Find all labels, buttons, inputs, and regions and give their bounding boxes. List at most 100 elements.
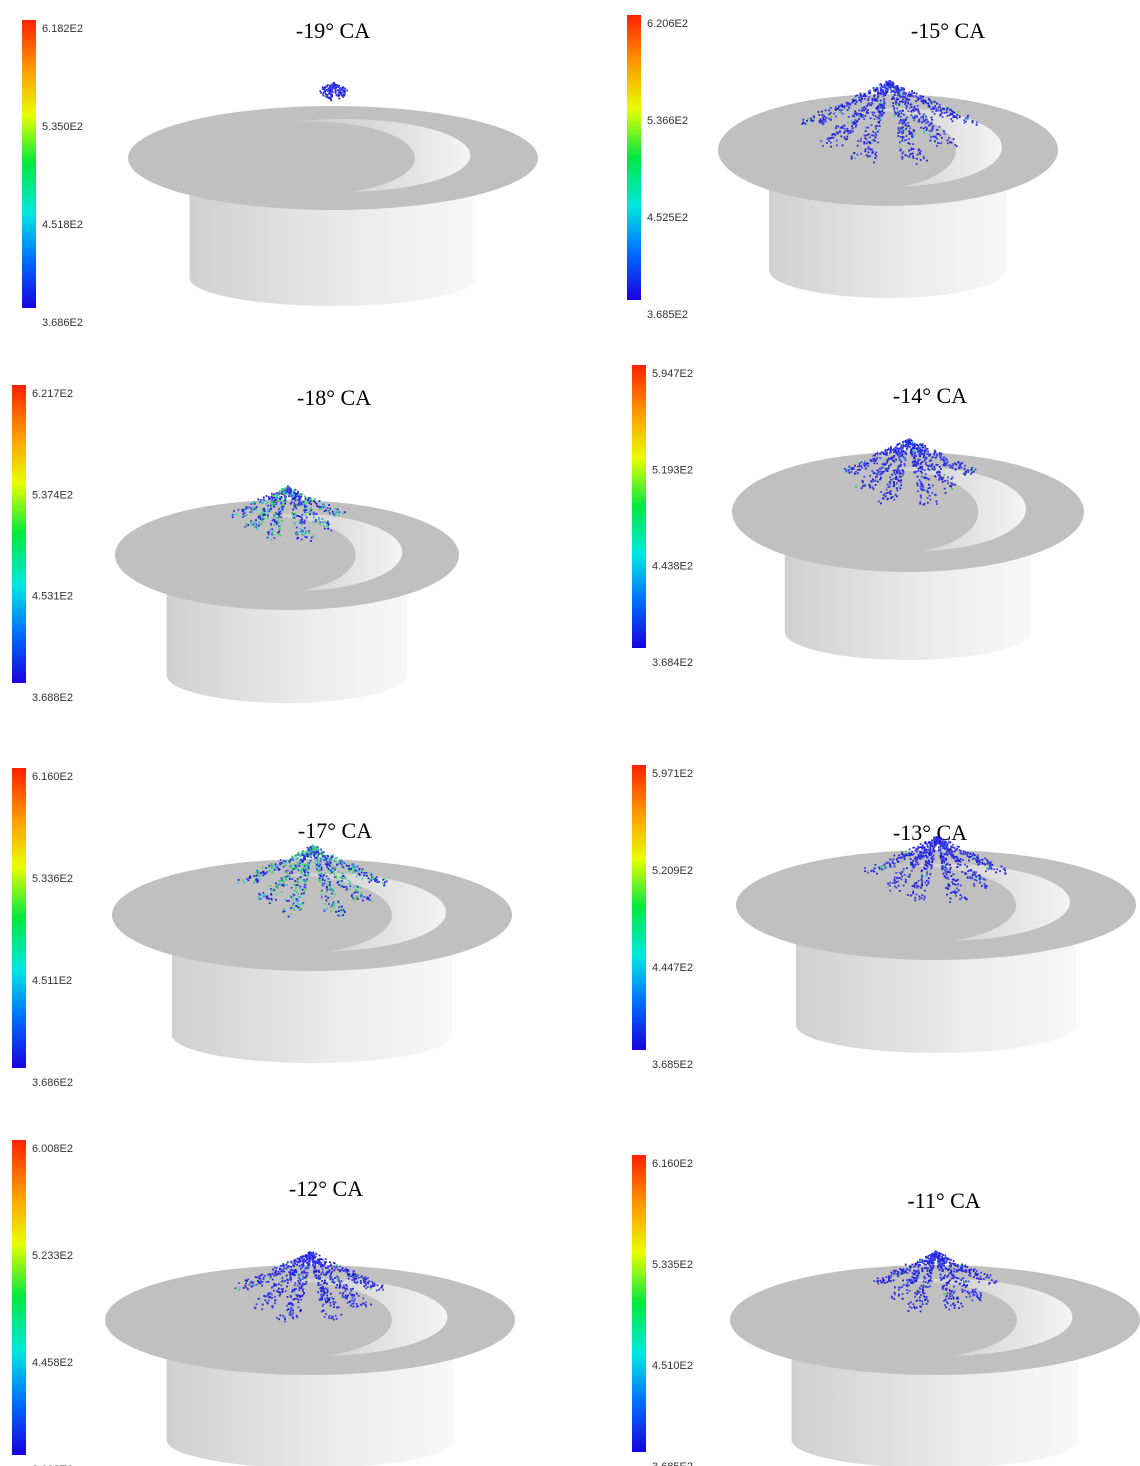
particle: [258, 893, 260, 895]
particle: [866, 112, 868, 114]
particle: [853, 152, 855, 154]
particle: [271, 493, 273, 495]
particle: [354, 866, 356, 868]
piston-disc-center: [184, 517, 356, 594]
particle: [941, 453, 943, 455]
particle: [302, 1266, 304, 1268]
particle: [338, 862, 340, 864]
particle: [892, 102, 894, 104]
particle: [933, 125, 935, 127]
particle: [323, 88, 325, 90]
particle: [893, 107, 895, 109]
particle: [339, 1292, 341, 1294]
particle: [286, 1268, 288, 1270]
particle: [860, 140, 862, 142]
particle: [902, 871, 904, 873]
particle: [335, 92, 337, 94]
particle: [873, 87, 875, 89]
particle: [338, 98, 340, 100]
particle: [313, 1271, 315, 1273]
particle: [322, 1271, 324, 1273]
particle: [351, 894, 353, 896]
particle: [863, 141, 865, 143]
particle: [279, 490, 281, 492]
particle: [334, 511, 336, 513]
particle: [926, 871, 928, 873]
particle: [873, 89, 875, 91]
particle: [940, 110, 942, 112]
particle: [899, 131, 901, 133]
particle: [330, 906, 332, 908]
particle: [905, 1264, 907, 1266]
particle: [922, 99, 924, 101]
particle: [875, 128, 877, 130]
particle: [958, 466, 960, 468]
particle: [322, 1259, 324, 1261]
particle: [922, 1262, 924, 1264]
particle: [270, 888, 272, 890]
particle: [900, 873, 902, 875]
particle: [305, 509, 307, 511]
particle: [345, 863, 347, 865]
particle: [302, 889, 304, 891]
particle: [336, 1318, 338, 1320]
particle: [940, 852, 942, 854]
particle: [986, 885, 988, 887]
particle: [340, 884, 342, 886]
particle: [298, 868, 300, 870]
particle: [376, 1290, 378, 1292]
particle: [328, 524, 330, 526]
particle: [916, 93, 918, 95]
particle: [295, 887, 297, 889]
particle: [333, 1298, 335, 1300]
particle: [294, 513, 296, 515]
particle: [266, 871, 268, 873]
particle: [845, 470, 847, 472]
particle: [926, 1257, 928, 1259]
particle: [293, 1265, 295, 1267]
particle: [894, 115, 896, 117]
colorbar-label: 4.510E2: [652, 1360, 693, 1372]
particle: [951, 488, 953, 490]
particle: [291, 502, 293, 504]
particle: [851, 120, 853, 122]
particle: [304, 1260, 306, 1262]
particle: [326, 908, 328, 910]
particle: [947, 888, 949, 890]
particle: [970, 473, 972, 475]
particle: [371, 874, 373, 876]
particle: [869, 92, 871, 94]
particle: [317, 862, 319, 864]
particle: [266, 503, 268, 505]
particle: [908, 150, 910, 152]
particle: [883, 94, 885, 96]
particle: [916, 851, 918, 853]
particle: [295, 905, 297, 907]
particle: [361, 878, 363, 880]
particle: [939, 454, 941, 456]
particle: [271, 890, 273, 892]
particle: [999, 870, 1001, 872]
particle: [918, 468, 920, 470]
particle: [305, 500, 307, 502]
particle: [296, 891, 298, 893]
particle: [321, 894, 323, 896]
particle: [919, 503, 921, 505]
particle: [865, 468, 867, 470]
particle: [264, 1275, 266, 1277]
particle: [933, 848, 935, 850]
particle: [300, 528, 302, 530]
particle: [310, 503, 312, 505]
particle: [339, 92, 341, 94]
particle: [952, 854, 954, 856]
particle: [906, 450, 908, 452]
particle: [927, 448, 929, 450]
particle: [930, 499, 932, 501]
particle: [260, 1283, 262, 1285]
particle: [882, 89, 884, 91]
particle: [338, 1280, 340, 1282]
particle: [886, 489, 888, 491]
particle: [331, 1271, 333, 1273]
particle: [290, 1266, 292, 1268]
particle: [925, 464, 927, 466]
